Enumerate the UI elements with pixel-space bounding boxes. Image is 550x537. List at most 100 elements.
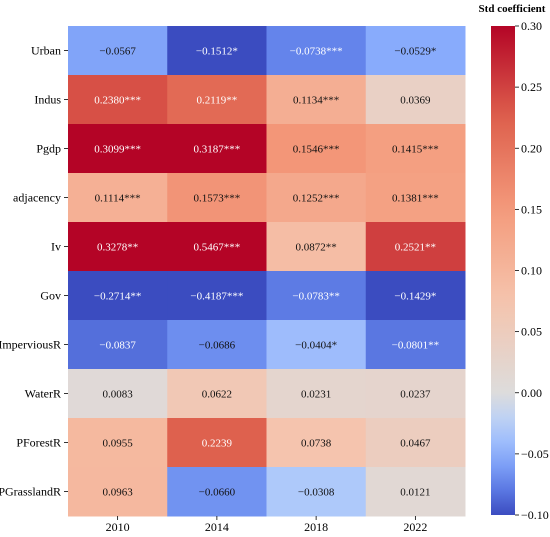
heatmap-cell	[167, 222, 267, 272]
heatmap-cell	[365, 173, 466, 223]
cell-value-label: −0.0801**	[392, 340, 439, 352]
cell-value-label: −0.0404*	[295, 340, 337, 352]
cell-value-label: −0.0738***	[290, 46, 343, 58]
heatmap-cell	[167, 75, 267, 125]
y-axis-labels: Urban Indus Pgdp adjacency Iv Gov ImperviousR W…	[0, 44, 68, 499]
colorbar-tick-label: 0.15	[521, 202, 542, 216]
heatmap-cell	[365, 75, 466, 125]
heatmap-cell	[266, 418, 367, 468]
cell-value-label: 0.0467	[400, 438, 431, 450]
y-tick-label: PGrasslandR	[0, 485, 61, 499]
cell-value-label: 0.3099***	[94, 144, 141, 156]
colorbar-gradient	[491, 26, 515, 515]
heatmap-cells: −0.0567 −0.1512* −0.0738*** −0.0529* 0.2380*…	[68, 26, 466, 517]
heatmap-cell	[266, 26, 367, 76]
y-tick-label: PForestR	[16, 436, 61, 450]
cell-value-label: 0.0738	[301, 438, 332, 450]
cell-value-label: 0.5467***	[194, 242, 241, 254]
heatmap-cell	[365, 26, 466, 76]
cell-value-label: −0.0660	[199, 487, 236, 499]
colorbar-title: Std coefficient	[479, 3, 546, 15]
cell-value-label: 0.2239	[202, 438, 233, 450]
colorbar-tick-label: −0.05	[521, 447, 549, 461]
cell-value-label: 0.1415***	[392, 144, 439, 156]
y-tick-label: ImperviousR	[0, 338, 61, 352]
heatmap-cell	[266, 271, 367, 321]
cell-value-label: −0.0529*	[394, 46, 436, 58]
heatmap-cell	[365, 271, 466, 321]
y-tick-label: Pgdp	[36, 142, 61, 156]
cell-value-label: 0.0369	[400, 95, 431, 107]
heatmap-cell	[68, 320, 168, 370]
heatmap-cell	[167, 26, 267, 76]
cell-value-label: 0.0622	[202, 389, 232, 401]
heatmap-cell	[167, 467, 267, 517]
cell-value-label: −0.2714**	[94, 291, 141, 303]
heatmap-cell	[365, 369, 466, 419]
heatmap-cell	[68, 271, 168, 321]
cell-value-label: 0.1134***	[293, 95, 339, 107]
cell-value-label: 0.1573***	[194, 193, 241, 205]
heatmap-cell	[266, 369, 367, 419]
cell-value-label: 0.1114***	[95, 193, 141, 205]
cell-value-label: 0.1252***	[293, 193, 340, 205]
y-tick-label: Iv	[51, 240, 61, 254]
heatmap-cell	[167, 173, 267, 223]
x-tick-label: 2014	[205, 520, 229, 534]
x-axis-labels: 2010 2014 2018 2022	[106, 516, 427, 534]
heatmap-cell	[167, 124, 267, 174]
colorbar: Std coefficient −0.10 −0.05 0.00 0.05 0.10 0.…	[479, 3, 549, 522]
x-tick-label: 2022	[403, 520, 427, 534]
heatmap-cell	[167, 369, 267, 419]
heatmap-cell	[68, 222, 168, 272]
colorbar-tick-label: 0.00	[521, 386, 542, 400]
heatmap-cell	[68, 75, 168, 125]
heatmap-cell	[365, 124, 466, 174]
cell-value-label: 0.0872**	[296, 242, 337, 254]
cell-value-label: 0.0121	[400, 487, 430, 499]
heatmap-cell	[365, 467, 466, 517]
cell-value-label: 0.1546***	[293, 144, 340, 156]
heatmap-cell	[167, 320, 267, 370]
colorbar-tick-label: 0.25	[521, 80, 542, 94]
x-tick-label: 2010	[106, 520, 130, 534]
cell-value-label: 0.2119**	[196, 95, 237, 107]
heatmap-cell	[266, 75, 367, 125]
heatmap-cell	[266, 222, 367, 272]
heatmap-cell	[365, 222, 466, 272]
y-tick-label: adjacency	[13, 191, 61, 205]
cell-value-label: 0.0963	[103, 487, 134, 499]
colorbar-tick-label: 0.30	[521, 19, 542, 33]
heatmap-cell	[266, 173, 367, 223]
colorbar-tick-label: 0.05	[521, 325, 542, 339]
cell-value-label: −0.1429*	[394, 291, 436, 303]
cell-value-label: 0.0955	[103, 438, 134, 450]
cell-value-label: 0.3187***	[194, 144, 241, 156]
cell-value-label: −0.1512*	[196, 46, 238, 58]
colorbar-tick-label: 0.10	[521, 264, 542, 278]
heatmap-cell	[167, 271, 267, 321]
cell-value-label: 0.1381***	[392, 193, 439, 205]
y-tick-label: WaterR	[25, 387, 61, 401]
y-tick-label: Gov	[40, 289, 61, 303]
cell-value-label: 0.0083	[103, 389, 134, 401]
cell-value-label: −0.4187***	[190, 291, 243, 303]
cell-value-label: −0.0308	[298, 487, 335, 499]
cell-value-label: −0.0567	[99, 46, 136, 58]
heatmap-cell	[365, 320, 466, 370]
y-tick-label: Indus	[34, 93, 61, 107]
cell-value-label: 0.2380***	[94, 95, 141, 107]
cell-value-label: 0.3278**	[97, 242, 138, 254]
heatmap-cell	[167, 418, 267, 468]
colorbar-tick-label: 0.20	[521, 141, 542, 155]
heatmap-cell	[68, 369, 168, 419]
heatmap-cell	[365, 418, 466, 468]
colorbar-tick-label: −0.10	[521, 508, 549, 522]
x-tick-label: 2018	[304, 520, 328, 534]
cell-value-label: 0.0231	[301, 389, 331, 401]
heatmap-cell	[68, 26, 168, 76]
heatmap-cell	[68, 418, 168, 468]
y-tick-label: Urban	[31, 44, 61, 58]
cell-value-label: −0.0783**	[292, 291, 339, 303]
